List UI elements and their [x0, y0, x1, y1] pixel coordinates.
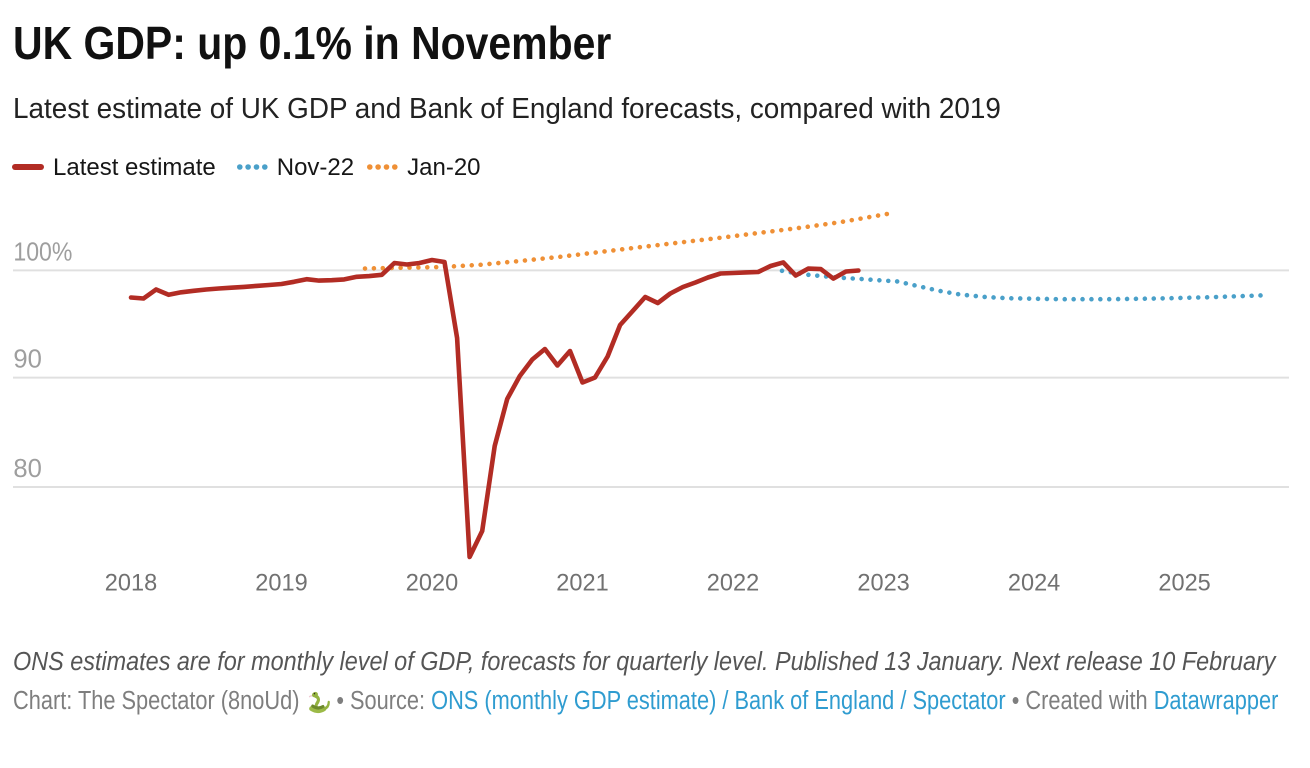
- svg-text:2020: 2020: [406, 570, 458, 597]
- svg-text:2023: 2023: [857, 570, 909, 597]
- svg-text:100%: 100%: [13, 237, 72, 267]
- svg-text:80: 80: [13, 453, 42, 483]
- svg-text:2018: 2018: [105, 570, 157, 597]
- svg-text:2025: 2025: [1158, 570, 1210, 597]
- svg-text:2022: 2022: [707, 570, 759, 597]
- svg-text:2021: 2021: [556, 570, 608, 597]
- svg-text:2019: 2019: [255, 570, 307, 597]
- svg-text:90: 90: [13, 344, 42, 374]
- svg-text:2024: 2024: [1008, 570, 1060, 597]
